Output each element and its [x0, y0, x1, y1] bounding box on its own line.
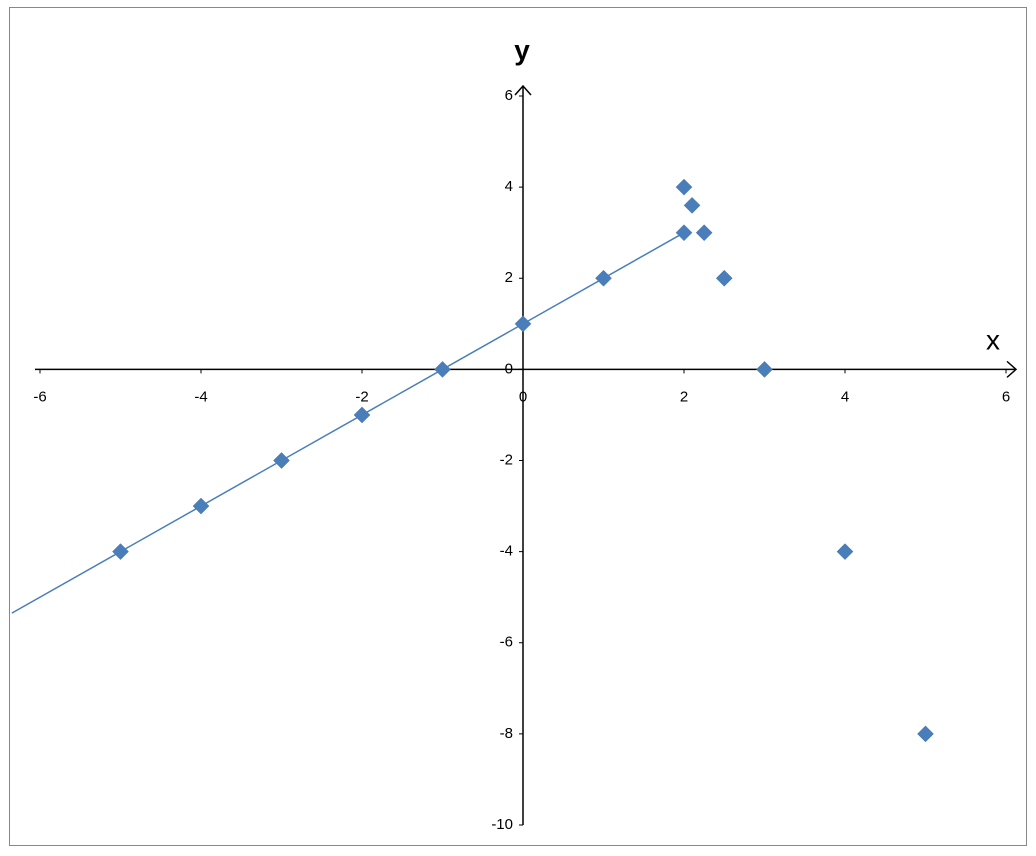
y-tick-label: 4	[505, 178, 513, 195]
y-tick-label: -10	[491, 816, 513, 833]
point	[917, 725, 934, 743]
point	[675, 178, 693, 196]
point	[715, 269, 733, 287]
point	[836, 543, 854, 560]
y-axis-title: y	[514, 34, 530, 65]
x-tick-label: 0	[519, 388, 527, 405]
trend-line	[11, 232, 685, 614]
y-tick-label: -8	[500, 725, 513, 742]
x-axis-title: x	[986, 324, 1000, 355]
axes: -6 -4 -2 0 2 4 6 -10 -8 -6 -4 -2 0 2 4 6	[33, 84, 1018, 833]
x-tick-label: 6	[1002, 388, 1010, 405]
y-tick-label: -6	[500, 634, 513, 651]
y-axis-arrow	[514, 84, 532, 96]
y-tick-label: -2	[500, 451, 513, 468]
point	[695, 224, 713, 242]
y-tick-label: 2	[505, 269, 513, 286]
x-tick-label: 2	[680, 388, 688, 405]
y-tick-label: 0	[505, 360, 513, 377]
x-tick-label: -4	[194, 388, 207, 405]
y-tick-label: -4	[500, 543, 513, 560]
x-axis-arrow	[1006, 360, 1018, 378]
point	[683, 196, 701, 214]
y-tick-label: 6	[505, 87, 513, 104]
x-tick-label: -2	[355, 388, 368, 405]
x-tick-label: 4	[841, 388, 849, 405]
plot	[11, 178, 934, 743]
point	[756, 361, 773, 378]
chart-border	[9, 7, 1027, 846]
x-tick-label: -6	[33, 388, 46, 405]
